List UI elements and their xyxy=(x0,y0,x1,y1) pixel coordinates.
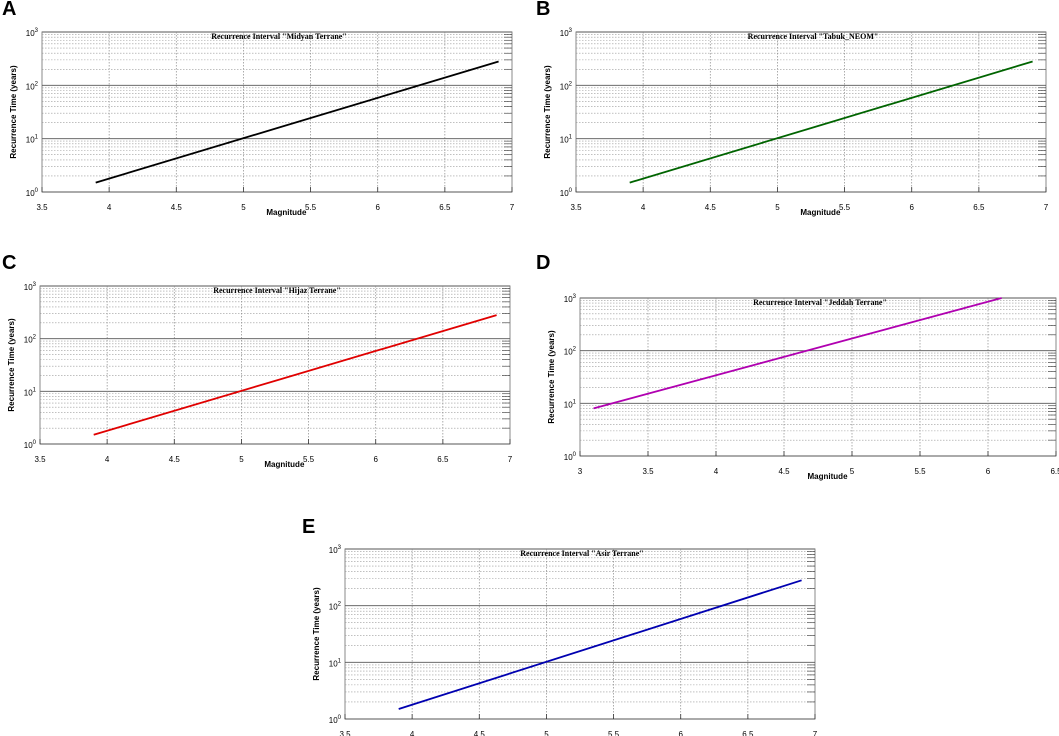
chart-svg: 3.5 4 4.5 5 5.5 6 6.5 7 100 101 102 103 Recurrence I… xyxy=(7,282,513,469)
x-tick-label: 3.5 xyxy=(339,730,351,736)
series-line xyxy=(93,314,497,436)
x-tick-label: 4.5 xyxy=(778,467,790,476)
y-tick-label: 102 xyxy=(26,81,39,91)
y-tick-label: 101 xyxy=(24,387,37,397)
y-tick-label: 102 xyxy=(560,81,573,91)
plot-area xyxy=(344,548,816,720)
x-tick-label: 4 xyxy=(410,730,415,736)
x-tick-label: 6 xyxy=(373,455,378,464)
x-tick-label: 5.5 xyxy=(914,467,926,476)
chart-title: Recurrence Interval "Midyan Terrane" xyxy=(211,32,347,41)
x-tick-label: 4 xyxy=(714,467,719,476)
y-tick-label: 100 xyxy=(560,188,573,198)
x-tick-label: 5.5 xyxy=(303,455,315,464)
x-tick-label: 5.5 xyxy=(305,203,317,212)
chart-panel-a: A 3.5 4 4.5 5 5.5 6 6.5 7 100 101 102 103 Recurrence … xyxy=(0,0,520,220)
chart-svg: 3.5 4 4.5 5 5.5 6 6.5 7 100 101 102 103 Recurrence I… xyxy=(9,28,515,217)
chart-svg: 3 3.5 4 4.5 5 5.5 6 6.5 100 101 102 103 Recurrence I… xyxy=(547,294,1059,481)
panel-letter: B xyxy=(536,0,551,20)
x-tick-label: 3 xyxy=(578,467,583,476)
y-tick-label: 101 xyxy=(26,135,39,145)
plot-area xyxy=(575,31,1047,193)
x-axis-label: Magnitude xyxy=(264,460,305,469)
x-tick-label: 6.5 xyxy=(1050,467,1059,476)
plot-area xyxy=(39,285,511,445)
y-tick-label: 102 xyxy=(329,602,342,612)
panel-letter: A xyxy=(2,0,17,20)
x-tick-label: 4.5 xyxy=(705,203,717,212)
x-tick-label: 5.5 xyxy=(608,730,620,736)
x-tick-label: 5.5 xyxy=(839,203,851,212)
x-tick-label: 4 xyxy=(641,203,646,212)
y-tick-label: 103 xyxy=(329,545,342,555)
y-axis-label: Recurrence Time (years) xyxy=(312,587,321,681)
panel-letter: E xyxy=(302,516,316,538)
x-tick-label: 3.5 xyxy=(570,203,582,212)
y-tick-label: 100 xyxy=(329,715,342,725)
y-tick-label: 100 xyxy=(26,188,39,198)
x-tick-label: 6.5 xyxy=(439,203,451,212)
chart-panel-d: D 3 3.5 4 4.5 5 5.5 6 6.5 100 101 102 103 Recurrence … xyxy=(534,252,1059,481)
panel-letter: C xyxy=(2,252,17,274)
y-tick-label: 103 xyxy=(564,294,577,304)
chart-svg: 3.5 4 4.5 5 5.5 6 6.5 7 100 101 102 103 Recurrence I… xyxy=(543,28,1049,217)
chart-panel-c: C 3.5 4 4.5 5 5.5 6 6.5 7 100 101 102 103 Recurrence … xyxy=(0,252,520,472)
series-line xyxy=(398,579,802,710)
series-line xyxy=(593,297,1002,410)
y-tick-label: 101 xyxy=(329,658,342,668)
x-tick-label: 5 xyxy=(775,203,780,212)
x-tick-label: 6 xyxy=(909,203,914,212)
x-tick-label: 4.5 xyxy=(171,203,183,212)
x-tick-label: 4 xyxy=(107,203,112,212)
x-tick-label: 6 xyxy=(678,730,683,736)
x-tick-label: 4.5 xyxy=(474,730,486,736)
y-axis-label: Recurrence Time (years) xyxy=(9,65,18,159)
y-tick-label: 103 xyxy=(24,282,37,292)
x-tick-label: 4.5 xyxy=(169,455,181,464)
y-tick-label: 101 xyxy=(560,135,573,145)
x-tick-label: 7 xyxy=(1044,203,1049,212)
x-tick-label: 3.5 xyxy=(36,203,48,212)
panel-letter: D xyxy=(536,252,551,274)
y-tick-label: 102 xyxy=(24,335,37,345)
x-tick-label: 7 xyxy=(510,203,515,212)
series-line xyxy=(629,60,1033,184)
chart-panel-b: B 3.5 4 4.5 5 5.5 6 6.5 7 100 101 102 103 Recurrence … xyxy=(534,0,1054,220)
y-tick-label: 101 xyxy=(564,399,577,409)
x-tick-label: 6 xyxy=(375,203,380,212)
series-line xyxy=(95,60,499,184)
chart-title: Recurrence Interval "Jeddah Terrane" xyxy=(753,298,887,307)
chart-title: Recurrence Interval "Asir Terrane" xyxy=(520,549,643,558)
plot-area xyxy=(41,31,513,193)
x-tick-label: 5 xyxy=(239,455,244,464)
x-tick-label: 5 xyxy=(544,730,549,736)
x-tick-label: 7 xyxy=(508,455,513,464)
plot-area xyxy=(579,297,1057,457)
y-axis-label: Recurrence Time (years) xyxy=(543,65,552,159)
chart-title: Recurrence Interval "Tabuk_NEOM" xyxy=(748,32,879,41)
y-tick-label: 103 xyxy=(560,28,573,38)
chart-svg: 3.5 4 4.5 5 5.5 6 6.5 7 100 101 102 103 Recurrence I… xyxy=(312,545,818,736)
y-axis-label: Recurrence Time (years) xyxy=(547,330,556,424)
x-axis-label: Magnitude xyxy=(808,472,849,481)
chart-title: Recurrence Interval "Hijaz Terrane" xyxy=(213,286,341,295)
y-tick-label: 100 xyxy=(564,452,577,462)
x-tick-label: 7 xyxy=(813,730,818,736)
x-tick-label: 5 xyxy=(850,467,855,476)
y-tick-label: 102 xyxy=(564,347,577,357)
x-axis-label: Magnitude xyxy=(800,208,841,217)
x-tick-label: 5 xyxy=(241,203,246,212)
x-tick-label: 6.5 xyxy=(973,203,985,212)
x-tick-label: 6 xyxy=(986,467,991,476)
x-tick-label: 6.5 xyxy=(437,455,449,464)
x-axis-label: Magnitude xyxy=(266,208,307,217)
chart-panel-e: E 3.5 4 4.5 5 5.5 6 6.5 7 100 101 102 103 Recurrence … xyxy=(300,516,822,736)
y-tick-label: 100 xyxy=(24,440,37,450)
y-tick-label: 103 xyxy=(26,28,39,38)
x-tick-label: 3.5 xyxy=(642,467,654,476)
x-tick-label: 6.5 xyxy=(742,730,754,736)
x-tick-label: 3.5 xyxy=(34,455,46,464)
x-tick-label: 4 xyxy=(105,455,110,464)
y-axis-label: Recurrence Time (years) xyxy=(7,318,16,412)
